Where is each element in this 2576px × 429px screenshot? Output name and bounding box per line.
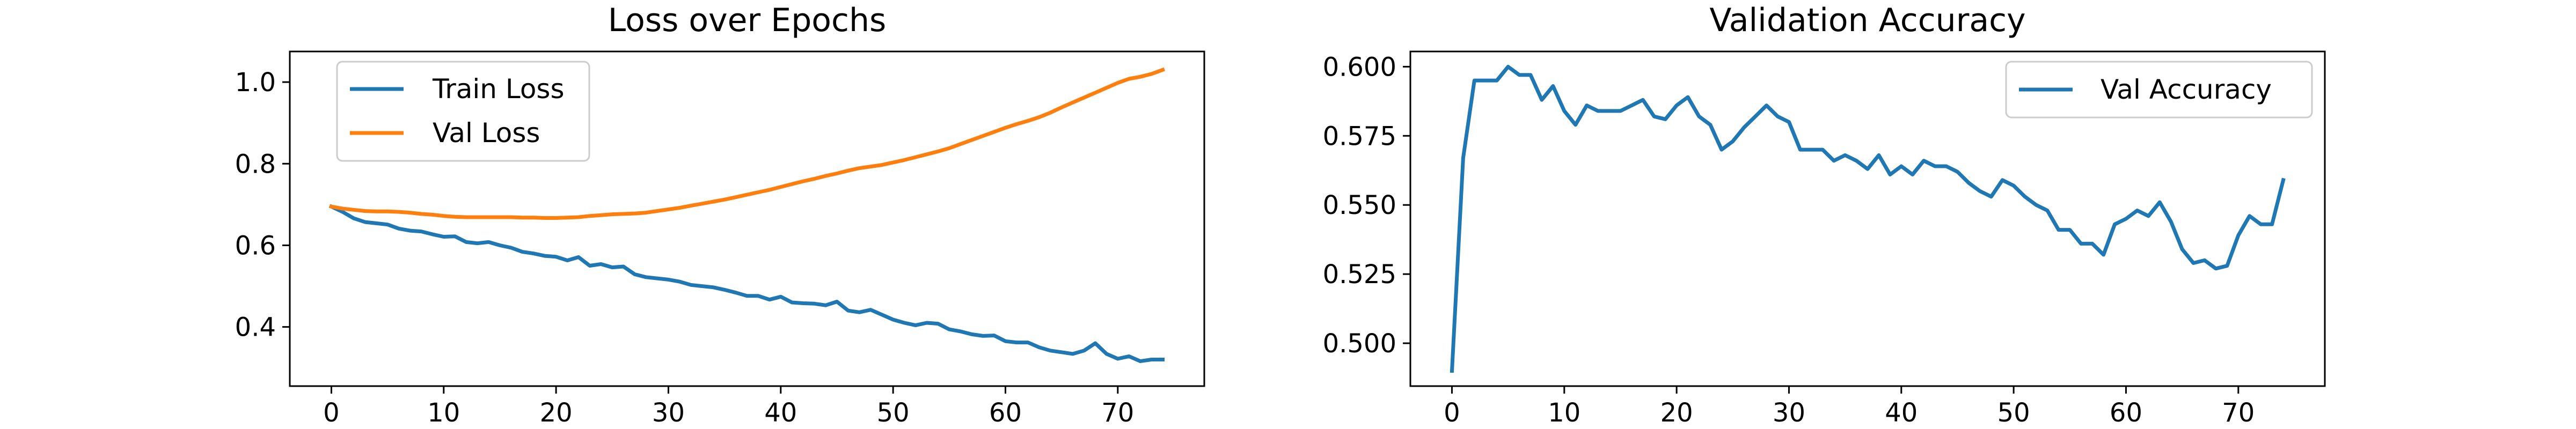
x-tick-label: 50 [877, 398, 910, 428]
series-line-val-accuracy [1450, 64, 2286, 373]
x-tick-label: 30 [652, 398, 685, 428]
series-line-train-loss [328, 204, 1165, 364]
x-tick-label: 20 [1660, 398, 1693, 428]
axes-frame [289, 50, 1205, 387]
series-group [1450, 64, 2286, 373]
legend: Val Accuracy [2005, 61, 2313, 119]
y-tick-label: 0.575 [1323, 121, 1396, 151]
legend-box [2005, 61, 2313, 119]
legend-box [336, 61, 590, 162]
y-tick-label: 0.6 [235, 231, 276, 261]
legend-label-train-loss: Train Loss [432, 73, 565, 105]
axes-frame [1409, 50, 2326, 387]
legend-label-val-accuracy: Val Accuracy [2101, 74, 2272, 105]
x-tick-label: 70 [2222, 398, 2255, 428]
x-tick-label: 20 [540, 398, 573, 428]
x-tick-label: 40 [1885, 398, 1918, 428]
y-tick-label: 1.0 [235, 68, 276, 98]
x-tick-label: 40 [764, 398, 797, 428]
x-tick-label: 0 [323, 398, 340, 428]
x-tick-label: 0 [1444, 398, 1460, 428]
legend-label-val-loss: Val Loss [433, 117, 540, 149]
axis-ticks: 0 10 20 30 40 50 60 70 0.4 0.6 0.8 1.0 [235, 68, 1135, 428]
y-tick-label: 0.8 [235, 149, 276, 179]
chart-title: Loss over Epochs [608, 2, 887, 39]
y-tick-label: 0.600 [1323, 52, 1396, 82]
x-tick-label: 10 [1548, 398, 1580, 428]
y-tick-label: 0.550 [1323, 190, 1396, 220]
x-tick-label: 50 [1997, 398, 2030, 428]
y-tick-label: 0.525 [1323, 260, 1396, 290]
y-tick-label: 0.4 [235, 313, 276, 343]
x-tick-label: 70 [1101, 398, 1134, 428]
chart-title: Validation Accuracy [1709, 2, 2025, 39]
x-tick-label: 60 [2110, 398, 2142, 428]
y-tick-label: 0.500 [1323, 329, 1396, 359]
accuracy-chart: Validation Accuracy 0 10 20 30 40 50 60 70 0.500… [1323, 2, 2326, 428]
legend: Train Loss Val Loss [336, 61, 590, 162]
series-line-val-loss [329, 67, 1165, 220]
x-tick-label: 30 [1773, 398, 1805, 428]
x-tick-label: 10 [427, 398, 460, 428]
loss-chart: Loss over Epochs 0 10 20 30 40 50 60 70 0.4 0.6 0.… [235, 2, 1205, 428]
axis-ticks: 0 10 20 30 40 50 60 70 0.500 0.525 0.550 0.575 0.600 [1323, 52, 2255, 428]
series-group [328, 67, 1165, 364]
x-tick-label: 60 [989, 398, 1022, 428]
